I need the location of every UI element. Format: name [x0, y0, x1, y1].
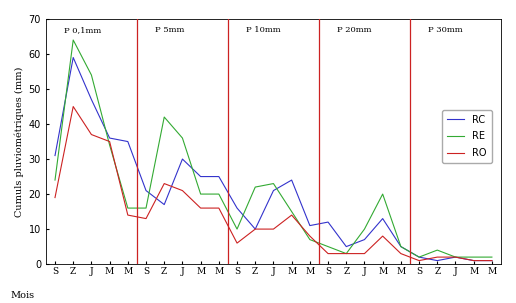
RO	[434, 255, 440, 259]
RC	[288, 178, 295, 182]
RC	[143, 189, 149, 192]
RC	[453, 255, 459, 259]
RO	[416, 259, 422, 262]
RO	[380, 234, 386, 238]
RC	[270, 189, 277, 192]
RE	[270, 182, 277, 185]
RC	[234, 206, 240, 210]
RC	[198, 175, 204, 178]
RC	[180, 157, 186, 161]
RC	[361, 238, 367, 241]
RO	[106, 140, 112, 143]
RC	[380, 217, 386, 220]
RE	[343, 252, 349, 255]
RE	[252, 185, 259, 189]
RO	[88, 133, 94, 136]
RE	[198, 192, 204, 196]
RE	[288, 210, 295, 213]
RO	[143, 217, 149, 220]
Text: P 20mm: P 20mm	[337, 26, 372, 34]
RO	[453, 255, 459, 259]
RE	[70, 38, 76, 42]
Line: RE: RE	[55, 40, 492, 257]
Text: P 10mm: P 10mm	[246, 26, 281, 34]
RO	[234, 241, 240, 245]
RC	[52, 154, 58, 157]
RC	[106, 136, 112, 140]
RC	[489, 259, 495, 262]
Legend: RC, RE, RO: RC, RE, RO	[442, 110, 492, 163]
Y-axis label: Cumuls pluviométriques (mm): Cumuls pluviométriques (mm)	[15, 66, 24, 217]
RE	[489, 255, 495, 259]
RO	[216, 206, 222, 210]
RO	[198, 206, 204, 210]
RO	[52, 196, 58, 199]
RC	[216, 175, 222, 178]
RE	[52, 178, 58, 182]
RE	[106, 143, 112, 147]
RO	[361, 252, 367, 255]
RO	[471, 259, 477, 262]
Text: P 0,1mm: P 0,1mm	[64, 26, 101, 34]
RE	[471, 255, 477, 259]
RC	[398, 245, 404, 248]
RC	[88, 98, 94, 101]
RO	[489, 259, 495, 262]
RC	[325, 220, 331, 224]
RE	[180, 136, 186, 140]
RE	[88, 73, 94, 77]
RE	[453, 255, 459, 259]
RC	[471, 259, 477, 262]
Line: RO: RO	[55, 107, 492, 261]
RE	[434, 248, 440, 252]
RO	[125, 213, 131, 217]
RC	[252, 227, 259, 231]
RE	[380, 192, 386, 196]
RE	[398, 245, 404, 248]
RC	[70, 56, 76, 59]
RE	[416, 255, 422, 259]
RE	[216, 192, 222, 196]
RC	[125, 140, 131, 143]
RO	[307, 234, 313, 238]
RO	[161, 182, 167, 185]
RE	[325, 245, 331, 248]
RC	[343, 245, 349, 248]
RO	[180, 189, 186, 192]
RE	[125, 206, 131, 210]
RC	[161, 203, 167, 206]
RE	[161, 115, 167, 119]
RC	[307, 224, 313, 228]
RO	[398, 252, 404, 255]
RO	[288, 213, 295, 217]
Text: P 5mm: P 5mm	[155, 26, 185, 34]
RE	[307, 238, 313, 241]
RE	[361, 227, 367, 231]
RO	[252, 227, 259, 231]
RO	[343, 252, 349, 255]
RC	[434, 259, 440, 262]
RO	[270, 227, 277, 231]
Line: RC: RC	[55, 58, 492, 261]
RO	[70, 105, 76, 108]
Text: P 30mm: P 30mm	[428, 26, 463, 34]
RC	[416, 255, 422, 259]
RE	[234, 227, 240, 231]
Text: Mois: Mois	[10, 291, 35, 300]
RE	[143, 206, 149, 210]
RO	[325, 252, 331, 255]
